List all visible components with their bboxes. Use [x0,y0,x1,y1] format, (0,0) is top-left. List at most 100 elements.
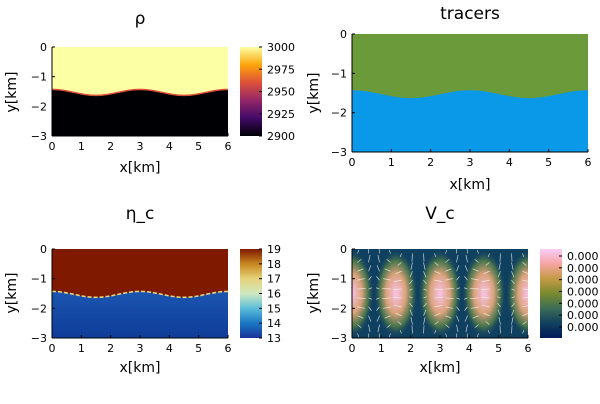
velocity-arrow [522,330,525,334]
velocity-arrow [399,330,402,334]
velocity-arrow [522,279,528,282]
velocity-arrow [410,317,413,325]
velocity-arrow [375,297,380,300]
velocity-arrow [384,315,391,319]
x-tick-label: 2 [427,156,434,169]
velocity-arrow [357,288,366,290]
y-axis-label: y[km] [4,273,20,314]
velocity-arrow [368,306,372,311]
velocity-arrow [357,259,362,263]
velocity-arrow [386,324,391,328]
velocity-arrow [423,325,425,334]
velocity-arrow [408,296,413,299]
velocity-arrow [497,302,501,308]
velocity-arrow [471,278,479,281]
velocity-arrow [464,265,468,272]
velocity-arrow [399,253,402,257]
velocity-hotspot [352,249,374,338]
velocity-arrow [368,297,373,300]
velocity-arrow [368,324,371,333]
velocity-arrow [445,306,453,309]
velocity-arrow [522,297,528,299]
x-tick-label: 3 [437,342,444,355]
velocity-arrow [496,296,501,299]
velocity-arrow [368,315,372,322]
velocity-arrow [456,254,459,263]
velocity-arrow [466,249,468,254]
x-axis-label: x[km] [120,360,161,376]
velocity-arrow [485,262,490,266]
velocity-arrow [511,309,515,316]
x-tick-label: 5 [195,140,202,153]
velocity-arrow [395,312,402,317]
colorbar-tick-label: 18 [267,258,281,271]
colorbar: 3000 2975 2950 2925 2900 [240,41,295,143]
x-tick-label: 2 [107,342,114,355]
velocity-arrow [409,279,413,285]
velocity-arrow [393,288,402,290]
x-tick-label: 4 [166,140,173,153]
velocity-arrow [522,321,527,325]
velocity-arrow [522,305,528,308]
velocity-arrow [434,288,443,290]
velocity-arrow [497,279,501,285]
colorbar-tick-label: 16 [267,288,281,301]
x-tick-label: 6 [225,342,232,355]
velocity-arrow [465,254,468,263]
x-tick-label: 0 [49,140,56,153]
x-tick-label: 3 [467,156,474,169]
velocity-arrow [357,278,365,281]
x-axis-label: x[km] [450,177,491,193]
velocity-arrow [423,296,428,299]
velocity-arrow [511,271,515,278]
colorbar-tick-label: 0.000 [567,262,599,275]
y-tick-label: −2 [331,302,347,315]
x-tick-label: 2 [407,342,414,355]
velocity-arrow [357,324,362,328]
velocity-arrow [357,306,365,309]
velocity-arrow [476,333,479,338]
y-axis: 0 −1 −2 −3 [31,41,55,143]
velocity-arrow [445,315,452,319]
y-axis-label: y[km] [306,73,322,114]
velocity-arrow [409,271,413,278]
velocity-arrow [482,304,490,308]
colorbar-tick-label: 0.000 [567,321,599,334]
velocity-arrow [409,309,413,316]
velocity-arrow [384,268,391,272]
velocity-arrow [408,288,413,291]
velocity-arrow [445,297,454,299]
colorbar-gradient [240,249,262,338]
velocity-arrow [434,262,439,266]
velocity-arrow [481,288,490,290]
velocity-arrow [456,287,461,290]
panel-rho: ρ 0 1 2 3 4 5 6 0 −1 −2 −3 x[km] y[km] 3000 2975 29… [4,9,295,176]
colorbar-tick-label: 14 [267,317,281,330]
velocity-arrow [383,278,391,281]
panel-tracers: tracers 0 1 2 3 4 5 6 0 −1 −2 −3 x[km] y[km] [306,4,592,193]
y-axis-label: y[km] [306,273,322,314]
velocity-hotspot [462,249,506,338]
velocity-arrow [522,270,528,274]
velocity-arrow [377,324,380,333]
velocity-arrow [481,297,490,299]
velocity-arrow [472,315,479,319]
velocity-arrow [474,259,479,263]
colorbar-tick-label: 2950 [267,86,295,99]
velocity-arrow [456,276,460,281]
x-tick-label: 0 [349,342,356,355]
velocity-arrow [511,296,516,299]
x-tick-label: 0 [49,342,56,355]
velocity-arrow [483,270,490,275]
velocity-arrow [482,279,490,283]
velocity-arrow [522,288,528,290]
velocity-arrow [423,279,427,285]
lower-layer [52,89,228,136]
y-tick-label: −1 [31,273,47,286]
x-axis: 0 1 2 3 4 5 6 [349,335,532,355]
velocity-arrow [511,262,514,270]
velocity-arrow [445,333,448,338]
colorbar-tick-label: 3000 [267,41,295,54]
